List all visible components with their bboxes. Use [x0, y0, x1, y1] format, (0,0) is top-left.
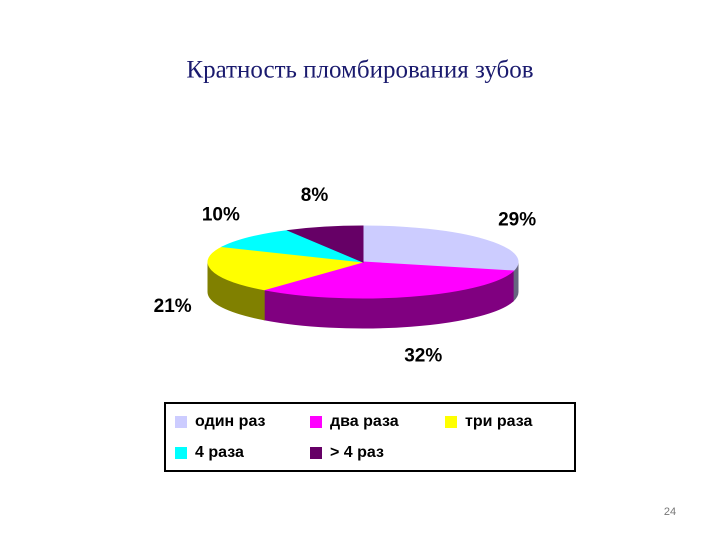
legend-swatch [310, 416, 322, 428]
legend-label: три раза [465, 413, 533, 430]
data-label: 32% [404, 346, 442, 367]
pie-slice [264, 261, 515, 299]
pie-slice [286, 225, 364, 263]
data-label: 10% [202, 204, 240, 225]
page-number: 24 [664, 506, 676, 518]
legend-swatch [175, 447, 187, 459]
pie-slice [207, 246, 364, 291]
chart-title: Кратность пломбирования зубов [186, 57, 533, 84]
legend-label: два раза [330, 413, 399, 430]
pie-slice [220, 229, 364, 263]
legend-label: > 4 раз [330, 444, 384, 461]
legend-swatch [310, 447, 322, 459]
legend-swatch [175, 416, 187, 428]
pie-slice [362, 225, 519, 272]
legend-box [164, 402, 576, 472]
legend-label: 4 раза [195, 444, 244, 461]
data-label: 21% [154, 296, 192, 317]
legend-swatch [445, 416, 457, 428]
legend-label: один раз [195, 413, 266, 430]
data-label: 8% [301, 185, 329, 206]
data-label: 29% [498, 209, 536, 230]
